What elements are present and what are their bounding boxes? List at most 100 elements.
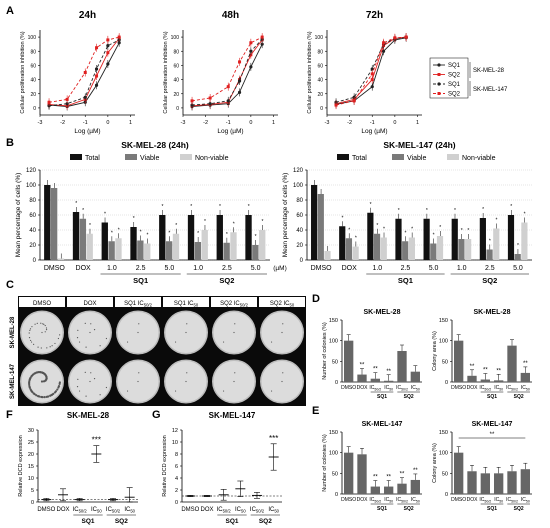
y-tick-label: 0 (445, 380, 448, 386)
y-tick-label: 60 (29, 213, 36, 219)
legend-label: SQ2 (448, 92, 461, 98)
series-line (191, 43, 263, 107)
data-point (65, 102, 69, 106)
colony-dot (234, 323, 236, 325)
group-label: SQ2 (404, 394, 414, 400)
legend-box (429, 57, 469, 99)
significance-mark: * (204, 219, 206, 225)
category-label: 2.5 (136, 265, 146, 272)
colony-dot (38, 395, 41, 398)
chart-title: SK-MEL-28 (474, 309, 511, 316)
bar-Non-viable (86, 233, 93, 260)
data-point (190, 103, 194, 107)
category-label: DOX (56, 507, 69, 513)
category-label: IC50/2 (396, 497, 408, 503)
colony-dot (28, 386, 31, 389)
bar-Non-viable (324, 251, 331, 260)
group-label: SQ1 (377, 506, 387, 512)
colony-dot (126, 341, 129, 343)
category-label: DOX (467, 497, 479, 503)
category-label: 2.5 (485, 265, 495, 272)
significance-mark: * (146, 233, 148, 239)
colony-dot (43, 396, 46, 399)
y-tick-label: 0 (175, 500, 178, 506)
bar (410, 479, 420, 494)
panel-b-chart-0: SK-MEL-28 (24h) Total Viable Non-viable 0 20 4… (15, 140, 287, 285)
panel-a-legend: SQ1 SQ2 SQ1 SQ2 SK-MEL-28 SK-MEL-147 (429, 57, 508, 99)
series-line (335, 36, 407, 103)
category-label: IC50/2 (217, 507, 232, 514)
bar-Viable (165, 241, 173, 260)
significance-mark: ** (496, 368, 501, 374)
colony-dot (105, 337, 108, 340)
significance-mark: * (433, 233, 435, 239)
panel-c-background (18, 296, 306, 406)
group-label: SQ2 (482, 276, 497, 285)
series-line (48, 39, 120, 107)
colony-dot (93, 378, 96, 380)
column-header-cell (259, 297, 305, 307)
significance-mark: * (370, 202, 372, 208)
x-axis-label: Log (µM) (361, 128, 387, 135)
row-label: SK-MEL-28 (10, 316, 16, 348)
panel-f-chart: SK-MEL-28 0 5 10 15 20 25 30 Relative DCD expres… (18, 411, 138, 525)
series-SQ2-SK-MEL-28 (190, 35, 264, 110)
significance-mark: * (75, 201, 77, 207)
y-tick-label: 80 (30, 49, 36, 55)
colony-dot (45, 329, 48, 331)
significance-mark: * (482, 207, 484, 213)
data-point (352, 99, 356, 103)
colony-dot (222, 390, 225, 392)
colony-dot (54, 390, 58, 393)
series-line (335, 36, 407, 106)
category-label: DOX (357, 497, 369, 503)
colony-dot (35, 394, 38, 397)
significance-mark: * (197, 231, 199, 237)
bar-Viable (458, 239, 465, 260)
panel-letter-e: E (312, 405, 319, 417)
bar-Non-viable (115, 238, 122, 260)
colony-dot (186, 323, 188, 325)
bar-Viable (373, 233, 381, 260)
column-header-4: SQ2 IC50/2 (220, 301, 249, 308)
category-label: 1.0 (107, 265, 117, 272)
y-tick-label: 100 (315, 35, 324, 41)
significance-mark: * (162, 204, 164, 210)
colony-dot (234, 372, 236, 374)
data-point (106, 62, 110, 66)
bar-Viable (108, 241, 115, 260)
colony-dot (90, 323, 92, 325)
x-tick-label: 1 (272, 120, 275, 126)
data-point (208, 96, 212, 100)
significance-mark: * (133, 216, 135, 222)
bar (397, 483, 407, 494)
bar (507, 345, 517, 382)
group-label: SQ1 (487, 394, 497, 400)
series-line (191, 39, 263, 107)
significance-mark: * (104, 212, 106, 218)
significance-mark: ** (360, 363, 365, 369)
colony-dot (44, 324, 46, 327)
category-label: IC50 (384, 497, 393, 503)
significance-mark: ** (470, 364, 475, 370)
y-tick-label: 12 (172, 428, 178, 434)
category-label: DMSO (451, 385, 466, 391)
y-tick-label: 120 (26, 168, 37, 174)
chart-title: SK-MEL-28 (67, 411, 110, 420)
colony-dot (185, 380, 187, 383)
bar-Viable (223, 242, 230, 260)
panel-g-chart: SK-MEL-147 0 2 4 6 8 10 12 Relative DCD expressi… (162, 411, 282, 525)
significance-mark: ** (386, 475, 391, 481)
bar-Viable (50, 188, 58, 260)
x-tick-label: 0 (393, 120, 396, 126)
category-label: IC50 (384, 385, 393, 391)
category-label: IC50 (494, 497, 503, 503)
category-label: DOX (467, 385, 479, 391)
category-label: 5.0 (165, 265, 175, 272)
colony-dot (47, 395, 50, 398)
y-tick-label: 60 (173, 63, 179, 69)
data-point (334, 103, 338, 107)
